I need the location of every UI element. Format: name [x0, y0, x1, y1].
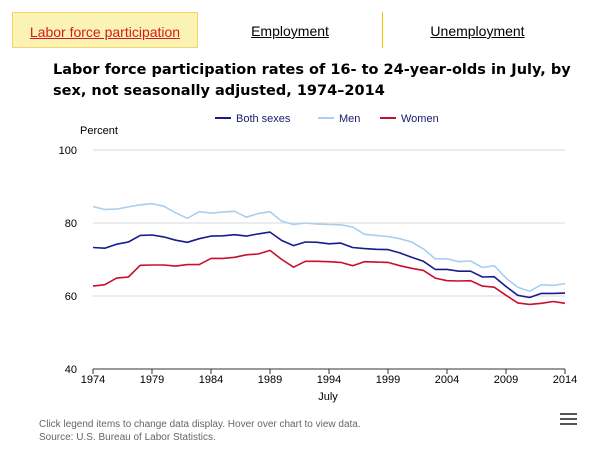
x-tick-label: 2014 — [553, 374, 577, 386]
menu-icon-bar — [560, 423, 577, 425]
y-tick-label: 80 — [65, 218, 77, 230]
y-tick-label: 100 — [59, 145, 77, 157]
footnote-source: Source: U.S. Bureau of Labor Statistics. — [39, 432, 216, 443]
x-tick-label: 1974 — [81, 374, 105, 386]
series-lines — [92, 202, 566, 306]
tab-bar: Labor force participation Employment Une… — [12, 12, 572, 48]
legend-item-both-sexes[interactable]: Both sexes — [215, 113, 291, 125]
legend-item-men[interactable]: Men — [318, 113, 360, 125]
y-tick-label: 60 — [65, 291, 77, 303]
x-tick-label: 1979 — [140, 374, 164, 386]
y-axis-title: Percent — [80, 125, 118, 137]
footnote: Click legend items to change data displa… — [39, 418, 361, 444]
tab-labor-force-participation[interactable]: Labor force participation — [12, 12, 198, 48]
menu-icon[interactable] — [560, 413, 577, 427]
legend: Both sexes Men Women — [215, 113, 439, 125]
chart-title: Labor force participation rates of 16- t… — [53, 62, 571, 99]
tab-label: Unemployment — [430, 23, 525, 39]
legend-label: Women — [401, 113, 439, 125]
tab-employment[interactable]: Employment — [198, 12, 383, 48]
y-axis-ticks: 40 60 80 100 — [59, 145, 77, 376]
x-tick-label: 1999 — [376, 374, 400, 386]
x-tick-label: 1994 — [317, 374, 341, 386]
x-tick-label: 1989 — [258, 374, 282, 386]
x-tick-label: 2009 — [494, 374, 518, 386]
y-tick-label: 40 — [65, 364, 77, 376]
x-axis-ticks: 1974 1979 1984 1989 1994 1999 2004 2009 2014 — [81, 369, 577, 386]
gridlines — [93, 149, 565, 370]
footnote-instructions: Click legend items to change data displa… — [39, 419, 361, 430]
legend-label: Both sexes — [236, 113, 291, 125]
tab-label: Labor force participation — [29, 24, 181, 40]
series-line-both-sexes[interactable] — [92, 231, 566, 299]
legend-label: Men — [339, 113, 360, 125]
menu-icon-bar — [560, 413, 577, 415]
legend-item-women[interactable]: Women — [380, 113, 439, 125]
series-line-women[interactable] — [92, 249, 566, 306]
series-line-men[interactable] — [92, 202, 566, 293]
tab-unemployment[interactable]: Unemployment — [383, 12, 572, 48]
tab-label: Employment — [251, 23, 329, 39]
menu-icon-bar — [560, 418, 577, 420]
x-axis-title: July — [318, 391, 338, 403]
x-tick-label: 2004 — [435, 374, 459, 386]
x-tick-label: 1984 — [199, 374, 223, 386]
